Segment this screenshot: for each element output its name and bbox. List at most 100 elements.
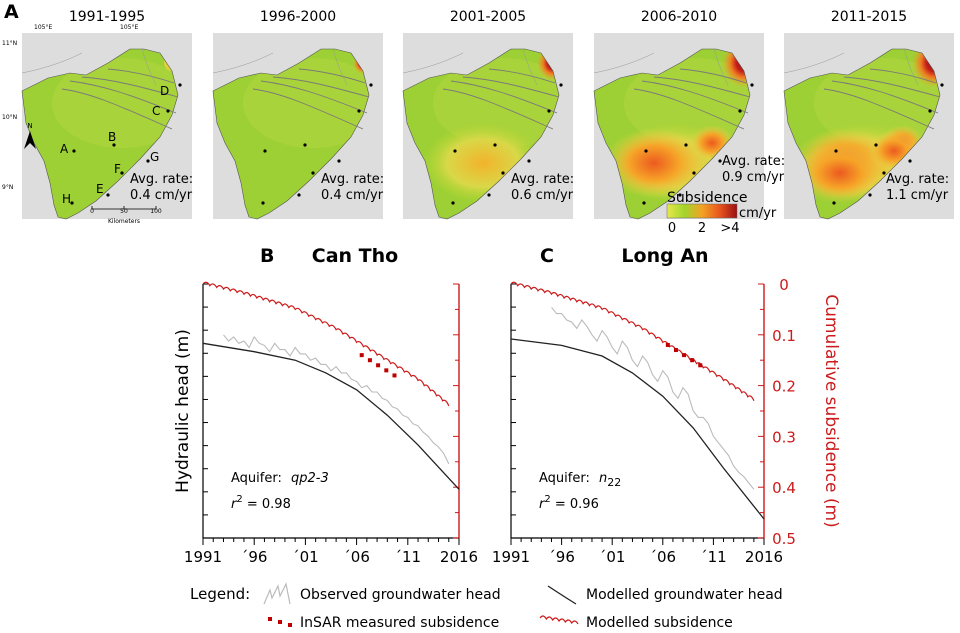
legend-insar-dot-3	[288, 623, 292, 627]
well-site-dot	[527, 159, 531, 163]
mekong-river-branches	[61, 68, 179, 130]
well-site-dot	[692, 171, 696, 175]
map-avg-rate-label: Avg. rate:	[321, 172, 384, 187]
insar-point	[392, 373, 397, 378]
map-avg-rate-value: 1.1 cm/yr	[886, 188, 949, 203]
map-avg-rate-label: Avg. rate:	[511, 172, 574, 187]
well-site-dot	[750, 83, 754, 87]
delta-coastline	[783, 48, 941, 220]
y2-tick-label: 0.4	[772, 479, 796, 497]
well-site-dot	[146, 159, 150, 163]
map-period-title: 2001-2005	[450, 9, 526, 25]
mekong-river-branches	[442, 68, 560, 130]
r-squared: r2 = 0.96	[539, 494, 599, 512]
r-superscript: 2	[544, 494, 550, 505]
subsidence-zone-southwest	[796, 143, 884, 203]
x-tick-label: ´06	[650, 548, 677, 566]
well-site-dot	[263, 149, 267, 153]
panel-label: B	[260, 245, 274, 267]
map-avg-rate-value: 0.6 cm/yr	[511, 188, 574, 203]
r-value: = 0.98	[243, 497, 291, 512]
well-site-label: D	[160, 84, 169, 98]
colorbar-tick-2: 2	[698, 221, 706, 236]
insar-point	[384, 368, 389, 373]
well-site-dot	[261, 201, 265, 205]
map-period-title: 2006-2010	[641, 9, 717, 25]
delta-coastline	[212, 48, 370, 220]
x-tick-label: ´01	[599, 548, 626, 566]
map-avg-rate-label: Avg. rate:	[130, 172, 193, 187]
map-period-title: 2011-2015	[831, 9, 907, 25]
well-site-dot	[908, 159, 912, 163]
well-site-dot	[487, 193, 491, 197]
map-1991-1995: A B CD EF G H 1991-1995 Avg. rate:0.4 cm/yr 105°…	[2, 9, 193, 225]
legend-modelled-head-label: Modelled groundwater head	[586, 587, 783, 603]
map-avg-rate-label: Avg. rate:	[722, 154, 785, 169]
map-2006-2010: 2006-2010 Avg. rate:0.9 cm/yr	[593, 9, 785, 220]
legend-insar-swatch	[268, 617, 292, 627]
scale-bar-tick-label: 50	[120, 208, 128, 215]
scale-bar: 0 50 100 Kilometers	[90, 206, 162, 225]
x-tick-label: ´06	[343, 548, 370, 566]
legend-title: Legend:	[190, 585, 250, 603]
legend-observed-swatch	[263, 582, 291, 605]
y2-tick-label: 0.5	[772, 530, 796, 548]
well-site-dot	[684, 143, 688, 147]
insar-point	[665, 342, 670, 347]
aquifer-label: Aquifer:	[231, 471, 282, 486]
well-site-dot	[297, 193, 301, 197]
well-site-label: C	[152, 104, 160, 118]
x-tick-label: ´11	[700, 548, 727, 566]
panel-label: C	[540, 245, 554, 267]
observed-head-line	[551, 306, 755, 490]
legend-modelled-head-swatch	[547, 585, 577, 605]
well-site-dot	[834, 149, 838, 153]
x-tick-label: ´96	[241, 548, 268, 566]
insar-point	[359, 353, 364, 358]
mekong-river-branches	[823, 68, 941, 130]
y2-tick-label: 0.2	[772, 378, 796, 396]
well-site-dot	[874, 143, 878, 147]
well-site-dot	[311, 171, 315, 175]
boundary-lines	[593, 48, 729, 86]
insar-point	[367, 358, 372, 363]
x-tick-label: ´11	[395, 548, 422, 566]
chart-title: Can Tho	[312, 245, 398, 267]
x-tick-label: ´96	[548, 548, 575, 566]
observed-head-line	[223, 334, 450, 465]
boundary-lines	[212, 48, 348, 86]
subsidence-zone-camau	[604, 128, 704, 198]
well-site-dot	[738, 109, 742, 113]
map-avg-rate-value: 0.9 cm/yr	[722, 170, 785, 185]
x-tick-label: 1991	[184, 548, 222, 566]
longitude-label: 105°E	[120, 24, 138, 31]
longitude-label: 105°E	[34, 24, 52, 31]
well-site-dot	[303, 143, 307, 147]
delta-coastline	[593, 48, 751, 220]
well-site-dot	[451, 201, 455, 205]
map-period-title: 1996-2000	[260, 9, 336, 25]
colorbar-tick-0: 0	[668, 221, 676, 236]
r-superscript: 2	[236, 494, 242, 505]
y2-tick-label: 0.1	[772, 327, 796, 345]
y2-tick-label: 0	[779, 276, 789, 294]
map-avg-rate-label: Avg. rate:	[886, 172, 949, 187]
modelled-head-line	[510, 338, 765, 520]
north-arrow-icon	[24, 131, 36, 149]
legend-modelled-subsidence-swatch	[539, 615, 579, 625]
r-value: = 0.96	[551, 497, 599, 512]
scale-bar-tick-label: 0	[90, 208, 94, 215]
boundary-lines	[402, 48, 538, 86]
map-2011-2015: 2011-2015 Avg. rate:1.1 cm/yr	[783, 9, 954, 220]
well-site-dot	[547, 109, 551, 113]
well-site-dot	[678, 193, 682, 197]
latitude-label: 10°N	[2, 114, 17, 121]
x-tick-label: 2016	[745, 548, 783, 566]
well-site-dot	[868, 193, 872, 197]
r-symbol: r	[231, 497, 238, 512]
modelled-head-line	[202, 342, 460, 490]
r-symbol: r	[539, 497, 546, 512]
